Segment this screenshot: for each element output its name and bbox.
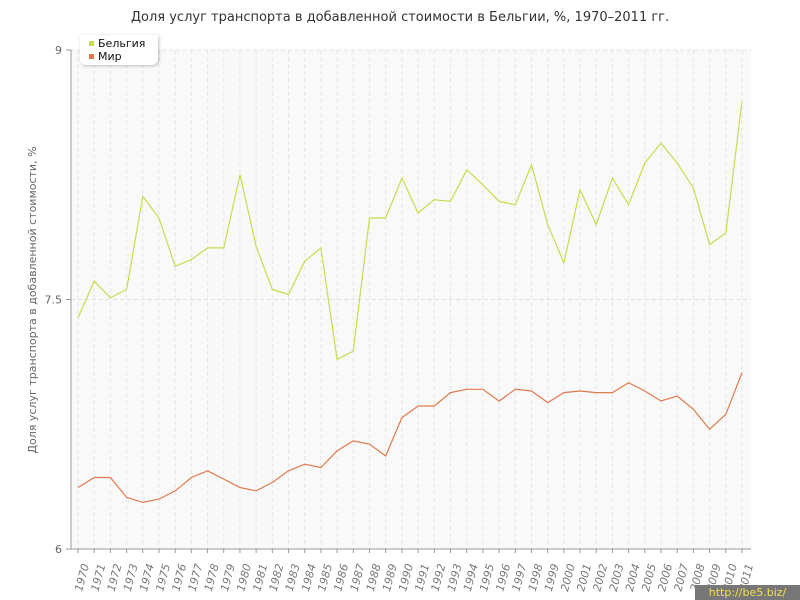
chart-title: Доля услуг транспорта в добавленной стои… — [130, 10, 670, 25]
legend-label-world: Мир — [98, 50, 122, 63]
series-line-belgium[interactable] — [77, 101, 743, 361]
y-tick-label: 9 — [55, 44, 62, 57]
horizontal-gridlines — [71, 49, 751, 300]
series-line-world[interactable] — [77, 372, 743, 504]
legend-swatch-belgium — [89, 40, 94, 46]
y-tick-label: 6 — [55, 543, 62, 556]
y-tick-label: 7.5 — [45, 294, 63, 307]
watermark-link[interactable]: http://be5.biz/ — [695, 585, 800, 600]
y-tick-labels: 67.59 — [45, 44, 71, 556]
legend[interactable]: Бельгия Мир — [80, 35, 158, 65]
legend-label-belgium: Бельгия — [98, 37, 146, 50]
series-lines — [77, 101, 743, 504]
x-tick-labels: 1970197119721973197419751976197719781979… — [72, 549, 756, 593]
legend-swatch-world — [89, 53, 94, 59]
legend-item-belgium[interactable]: Бельгия — [89, 38, 145, 50]
y-axis-label: Доля услуг транспорта в добавленной стои… — [26, 146, 39, 453]
legend-item-world[interactable]: Мир — [89, 51, 122, 63]
vertical-gridlines — [77, 50, 743, 549]
